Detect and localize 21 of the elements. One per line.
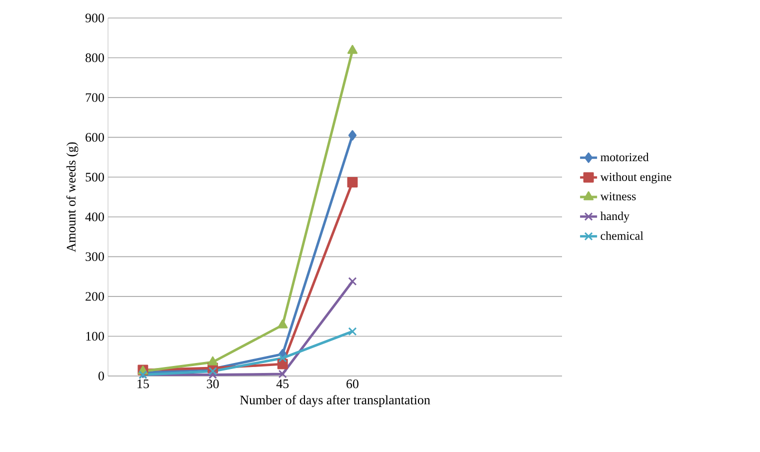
legend-label: witness bbox=[600, 192, 636, 200]
y-tick-label: 0 bbox=[98, 372, 104, 380]
y-tick-label: 100 bbox=[86, 332, 104, 341]
y-tick-label: 700 bbox=[86, 93, 104, 102]
legend-label: handy bbox=[600, 212, 630, 223]
y-tick-label: 600 bbox=[86, 132, 104, 142]
x-tick-label: 45 bbox=[276, 380, 289, 388]
y-tick-label: 400 bbox=[85, 212, 104, 222]
legend-label: motorized bbox=[600, 152, 649, 162]
y-tick-label: 200 bbox=[86, 292, 104, 301]
x-axis-title: Number of days after transplantation bbox=[240, 395, 430, 408]
x-tick-label: 30 bbox=[206, 380, 219, 388]
y-tick-label: 500 bbox=[86, 172, 104, 182]
legend-label: chemical bbox=[600, 231, 644, 240]
y-tick-label: 300 bbox=[86, 252, 104, 262]
y-tick-label: 900 bbox=[85, 14, 104, 22]
x-tick-label: 60 bbox=[346, 380, 358, 388]
y-axis-title: Amount of weeds (g) bbox=[66, 142, 78, 252]
legend-label: without engine bbox=[600, 172, 672, 184]
x-tick-label: 15 bbox=[138, 380, 149, 388]
y-tick-label: 800 bbox=[86, 53, 104, 62]
